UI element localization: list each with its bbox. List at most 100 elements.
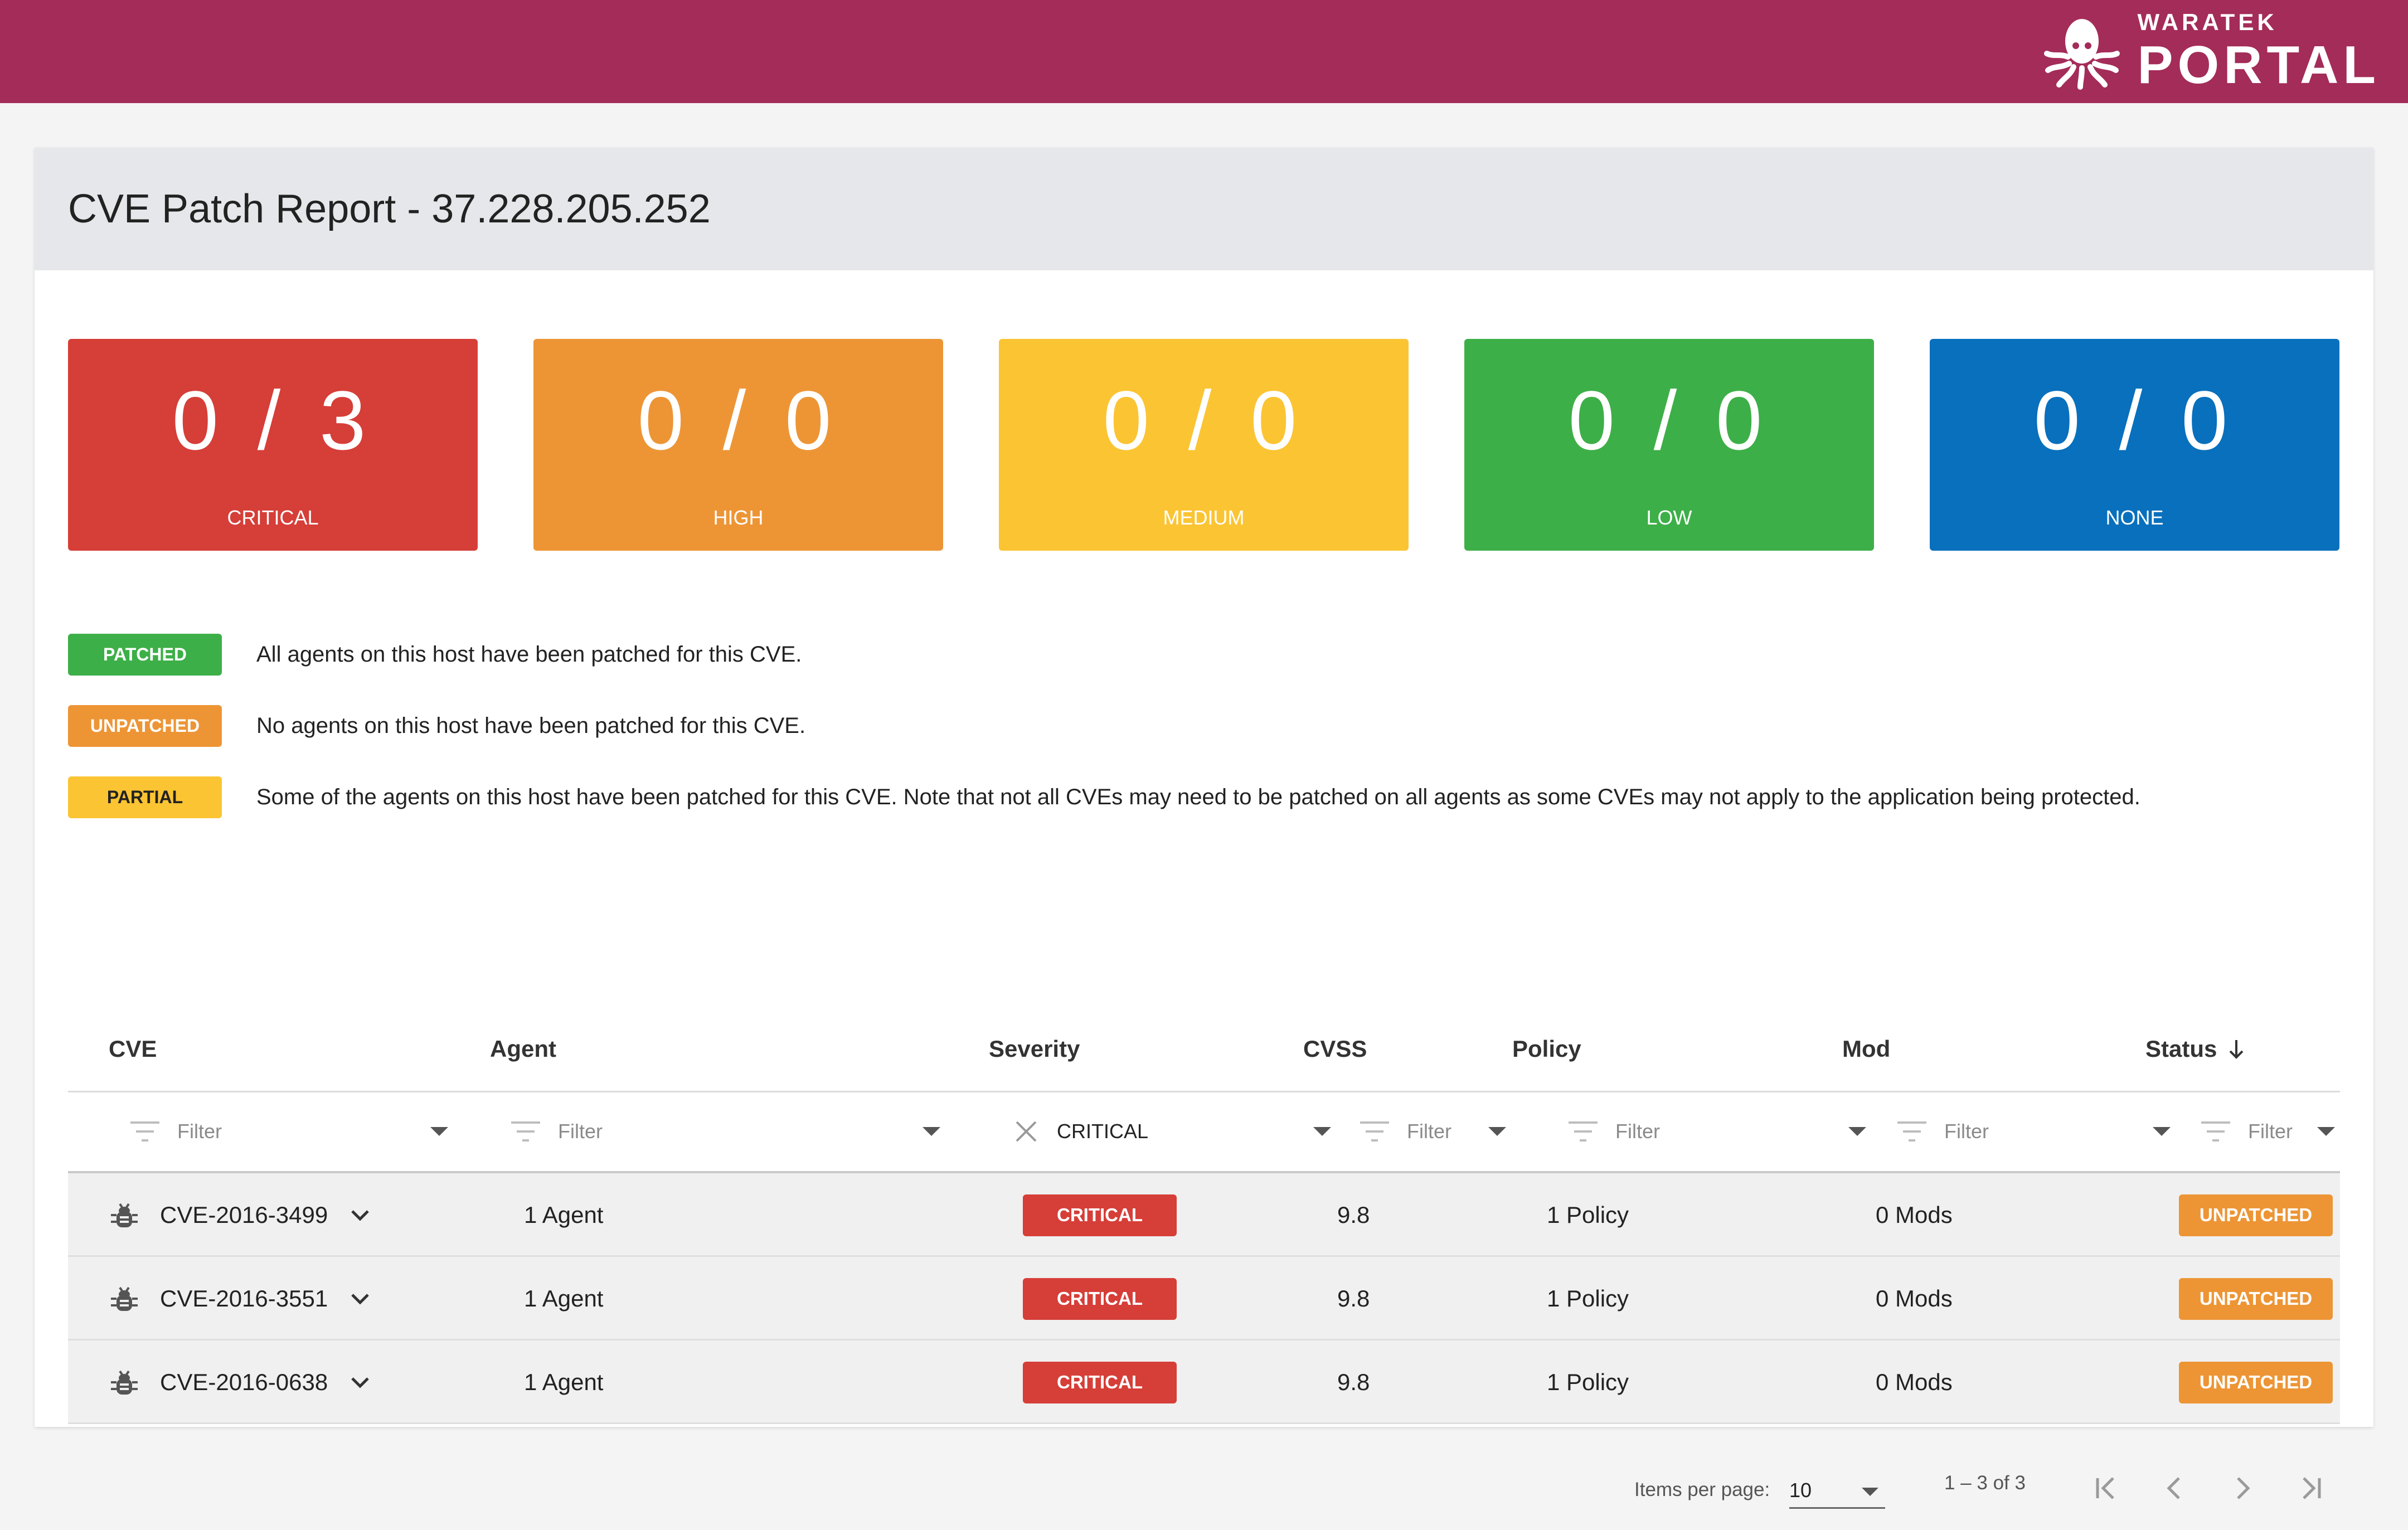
summary-label: CRITICAL: [227, 506, 319, 529]
column-label: CVE: [109, 1036, 157, 1062]
filter-mod[interactable]: Filter: [1896, 1115, 2175, 1148]
bug-icon: [111, 1203, 138, 1227]
chevron-down-icon[interactable]: [349, 1371, 371, 1393]
table-row[interactable]: CVE-2016-3499 1 Agent CRITICAL 9.8 1 Pol…: [68, 1173, 2340, 1257]
chevron-down-icon: [1488, 1127, 1506, 1136]
arrow-down-icon: [2229, 1040, 2244, 1059]
policy-cell: 1 Policy: [1547, 1369, 1629, 1395]
filter-placeholder: Filter: [558, 1120, 603, 1143]
cvss-cell: 9.8: [1337, 1202, 1370, 1228]
next-page-button[interactable]: [2223, 1469, 2262, 1508]
page-range: 1 – 3 of 3: [1944, 1472, 2026, 1494]
patched-chip: PATCHED: [68, 633, 222, 676]
status-badge: UNPATCHED: [2179, 1194, 2333, 1236]
first-page-button[interactable]: [2087, 1469, 2126, 1508]
filter-status[interactable]: Filter: [2200, 1115, 2335, 1148]
column-header-cvss[interactable]: CVSS: [1303, 1036, 1367, 1062]
severity-badge: CRITICAL: [1023, 1361, 1177, 1403]
filter-placeholder: Filter: [1407, 1120, 1451, 1143]
report-card: CVE Patch Report - 37.228.205.252 0 / 3 …: [35, 148, 2373, 1509]
status-cell: UNPATCHED: [2179, 1257, 2333, 1340]
previous-page-button[interactable]: [2155, 1469, 2194, 1508]
chevron-right-icon: [2237, 1477, 2250, 1499]
status-badge: UNPATCHED: [2179, 1278, 2333, 1320]
paginator: Items per page: 10 1 – 3 of 3: [68, 1446, 2340, 1524]
unpatched-chip: UNPATCHED: [68, 705, 222, 747]
summary-tile-low[interactable]: 0 / 0 LOW: [1464, 339, 1874, 551]
severity-badge: CRITICAL: [1023, 1194, 1177, 1236]
logo-small-text: WARATEK: [2137, 9, 2278, 35]
column-header-policy[interactable]: Policy: [1512, 1036, 1581, 1062]
filter-list-icon: [2200, 1119, 2231, 1144]
chevron-down-icon: [923, 1127, 940, 1136]
last-page-button[interactable]: [2291, 1469, 2330, 1508]
cve-id[interactable]: CVE-2016-0638: [160, 1369, 328, 1395]
waratek-portal-logo[interactable]: WARATEK PORTAL: [2040, 9, 2380, 95]
table-row[interactable]: CVE-2016-0638 1 Agent CRITICAL 9.8 1 Pol…: [68, 1340, 2340, 1424]
chevron-down-icon: [1848, 1127, 1866, 1136]
filter-agent[interactable]: Filter: [510, 1115, 940, 1148]
legend-row-partial: PARTIAL Some of the agents on this host …: [68, 761, 2353, 833]
filter-cvss[interactable]: Filter: [1359, 1115, 1526, 1148]
column-label: Agent: [490, 1036, 556, 1062]
status-legend: PATCHED All agents on this host have bee…: [68, 619, 2353, 833]
cve-id[interactable]: CVE-2016-3551: [160, 1285, 328, 1312]
column-label: Policy: [1512, 1036, 1581, 1062]
column-header-cve[interactable]: CVE: [109, 1036, 157, 1062]
filter-list-icon: [1896, 1119, 1928, 1144]
summary-value: 0 / 0: [2033, 373, 2236, 467]
items-per-page-value: 10: [1789, 1479, 1812, 1502]
filter-list-icon: [1567, 1119, 1599, 1144]
cvss-cell: 9.8: [1337, 1285, 1370, 1312]
agent-cell: 1 Agent: [524, 1369, 604, 1395]
filter-cve[interactable]: Filter: [129, 1115, 448, 1148]
column-label: Mod: [1842, 1036, 1891, 1062]
cvss-cell: 9.8: [1337, 1369, 1370, 1395]
severity-badge: CRITICAL: [1023, 1278, 1177, 1320]
filter-list-icon: [1359, 1119, 1390, 1144]
severity-cell: CRITICAL: [1023, 1173, 1177, 1257]
column-label: Status: [2145, 1036, 2217, 1062]
cve-id[interactable]: CVE-2016-3499: [160, 1202, 328, 1228]
items-per-page-select[interactable]: 10: [1789, 1470, 1885, 1509]
summary-label: HIGH: [713, 506, 764, 529]
chevron-down-icon: [1313, 1127, 1331, 1136]
column-label: Severity: [989, 1036, 1080, 1062]
filter-list-icon: [510, 1119, 541, 1144]
filter-policy[interactable]: Filter: [1567, 1115, 1880, 1148]
top-bar: WARATEK PORTAL: [0, 0, 2408, 103]
cve-cell: CVE-2016-3551: [110, 1257, 371, 1340]
summary-tile-high[interactable]: 0 / 0 HIGH: [533, 339, 943, 551]
clear-filter-icon[interactable]: [1012, 1118, 1040, 1145]
first-page-icon: [2096, 1477, 2114, 1499]
filter-value: CRITICAL: [1057, 1120, 1149, 1143]
octopus-logo-icon: [2044, 19, 2120, 90]
mod-cell: 0 Mods: [1876, 1285, 1953, 1312]
summary-value: 0 / 0: [1568, 373, 1770, 467]
filter-placeholder: Filter: [1615, 1120, 1660, 1143]
column-header-agent[interactable]: Agent: [490, 1036, 556, 1062]
logo-big-text: PORTAL: [2137, 35, 2380, 95]
chevron-down-icon: [430, 1127, 448, 1136]
column-header-severity[interactable]: Severity: [989, 1036, 1080, 1062]
bug-icon: [111, 1370, 138, 1395]
legend-description: Some of the agents on this host have bee…: [256, 784, 2140, 809]
chevron-down-icon[interactable]: [349, 1288, 371, 1310]
policy-cell: 1 Policy: [1547, 1285, 1629, 1312]
column-header-status[interactable]: Status: [2145, 1036, 2246, 1062]
column-header-mod[interactable]: Mod: [1842, 1036, 1890, 1062]
filter-severity[interactable]: CRITICAL: [1012, 1115, 1331, 1148]
cve-cell: CVE-2016-0638: [110, 1340, 371, 1424]
chevron-down-icon[interactable]: [349, 1204, 371, 1226]
summary-tile-none[interactable]: 0 / 0 NONE: [1930, 339, 2339, 551]
summary-tile-medium[interactable]: 0 / 0 MEDIUM: [999, 339, 1409, 551]
summary-tile-critical[interactable]: 0 / 3 CRITICAL: [68, 339, 478, 551]
filter-placeholder: Filter: [2248, 1120, 2293, 1143]
policy-cell: 1 Policy: [1547, 1202, 1629, 1228]
chevron-down-icon: [1862, 1488, 1878, 1496]
legend-description: All agents on this host have been patche…: [256, 642, 802, 667]
severity-cell: CRITICAL: [1023, 1340, 1177, 1424]
mod-cell: 0 Mods: [1876, 1369, 1953, 1395]
table-row[interactable]: CVE-2016-3551 1 Agent CRITICAL 9.8 1 Pol…: [68, 1257, 2340, 1340]
legend-row-patched: PATCHED All agents on this host have bee…: [68, 619, 2353, 690]
